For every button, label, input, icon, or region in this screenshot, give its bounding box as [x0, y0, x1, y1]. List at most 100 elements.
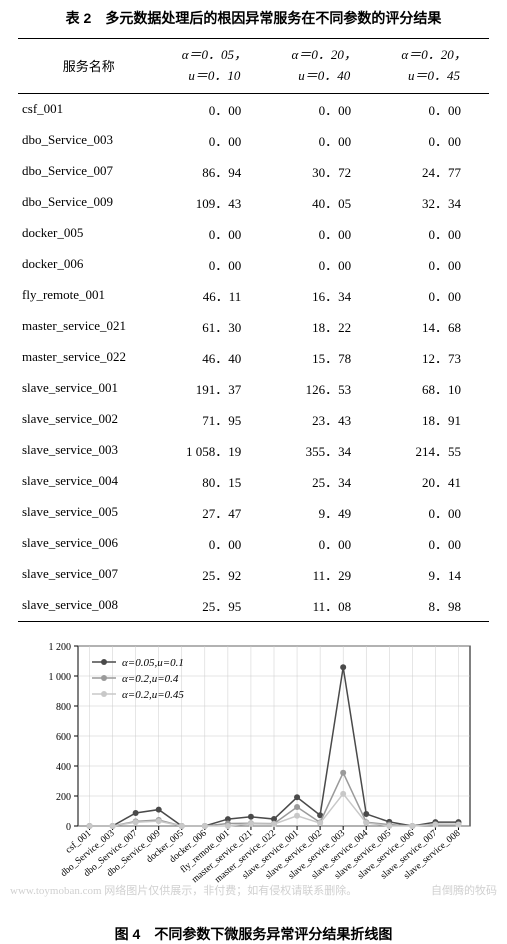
service-name-cell: master_service_021 — [18, 311, 159, 342]
value-cell: 68．10 — [379, 373, 489, 404]
value-cell: 16．34 — [269, 280, 379, 311]
table-row: slave_service_001191．37126．5368．10 — [18, 373, 489, 404]
value-cell: 109．43 — [159, 187, 269, 218]
svg-text:1 200: 1 200 — [49, 642, 72, 653]
results-table: 服务名称 α＝0．05， u＝0．10 α＝0．20， u＝0．40 α＝0．2… — [18, 38, 489, 622]
table-row: fly_remote_00146．1116．340．00 — [18, 280, 489, 311]
table-row: docker_0060．000．000．00 — [18, 249, 489, 280]
value-cell: 0．00 — [159, 125, 269, 156]
table-row: docker_0050．000．000．00 — [18, 218, 489, 249]
value-cell: 0．00 — [269, 528, 379, 559]
value-cell: 355．34 — [269, 435, 379, 466]
table-row: dbo_Service_00786．9430．7224．77 — [18, 156, 489, 187]
value-cell: 11．29 — [269, 559, 379, 590]
table-row: slave_service_00725．9211．299．14 — [18, 559, 489, 590]
param-header-2: α＝0．20， u＝0．45 — [379, 39, 489, 94]
value-cell: 86．94 — [159, 156, 269, 187]
value-cell: 0．00 — [269, 125, 379, 156]
value-cell: 46．40 — [159, 342, 269, 373]
svg-text:α=0.05,u=0.1: α=0.05,u=0.1 — [122, 657, 184, 669]
watermark-left: www.toymoban.com 网络图片仅供展示，非付费；如有侵权请联系删除。 — [10, 882, 357, 898]
table-row: dbo_Service_009109．4340．0532．34 — [18, 187, 489, 218]
service-name-cell: slave_service_005 — [18, 497, 159, 528]
value-cell: 18．91 — [379, 404, 489, 435]
value-cell: 1 058．19 — [159, 435, 269, 466]
value-cell: 61．30 — [159, 311, 269, 342]
service-name-cell: dbo_Service_003 — [18, 125, 159, 156]
value-cell: 40．05 — [269, 187, 379, 218]
svg-text:600: 600 — [56, 732, 71, 743]
value-cell: 0．00 — [379, 218, 489, 249]
line-chart: 02004006008001 0001 200csf_001dbo_Servic… — [30, 636, 480, 916]
value-cell: 0．00 — [159, 218, 269, 249]
value-cell: 0．00 — [379, 249, 489, 280]
service-name-cell: slave_service_004 — [18, 466, 159, 497]
service-name-cell: dbo_Service_007 — [18, 156, 159, 187]
value-cell: 20．41 — [379, 466, 489, 497]
table-row: master_service_02246．4015．7812．73 — [18, 342, 489, 373]
value-cell: 0．00 — [269, 218, 379, 249]
table-row: csf_0010．000．000．00 — [18, 93, 489, 125]
value-cell: 9．14 — [379, 559, 489, 590]
service-name-cell: docker_006 — [18, 249, 159, 280]
table-row: slave_service_00271．9523．4318．91 — [18, 404, 489, 435]
svg-text:400: 400 — [56, 762, 71, 773]
value-cell: 11．08 — [269, 590, 379, 622]
value-cell: 18．22 — [269, 311, 379, 342]
table-row: slave_service_0031 058．19355．34214．55 — [18, 435, 489, 466]
svg-text:800: 800 — [56, 702, 71, 713]
value-cell: 0．00 — [379, 280, 489, 311]
svg-text:0: 0 — [66, 822, 71, 833]
value-cell: 0．00 — [269, 93, 379, 125]
value-cell: 32．34 — [379, 187, 489, 218]
value-cell: 15．78 — [269, 342, 379, 373]
value-cell: 46．11 — [159, 280, 269, 311]
service-name-cell: master_service_022 — [18, 342, 159, 373]
figure-caption: 图 4 不同参数下微服务异常评分结果折线图 — [18, 924, 489, 944]
value-cell: 9．49 — [269, 497, 379, 528]
value-cell: 71．95 — [159, 404, 269, 435]
value-cell: 0．00 — [379, 93, 489, 125]
service-name-cell: docker_005 — [18, 218, 159, 249]
table-row: slave_service_00527．479．490．00 — [18, 497, 489, 528]
value-cell: 0．00 — [379, 528, 489, 559]
service-name-cell: slave_service_002 — [18, 404, 159, 435]
table-row: master_service_02161．3018．2214．68 — [18, 311, 489, 342]
value-cell: 0．00 — [159, 249, 269, 280]
value-cell: 0．00 — [159, 93, 269, 125]
service-header: 服务名称 — [18, 39, 159, 94]
value-cell: 126．53 — [269, 373, 379, 404]
svg-text:α=0.2,u=0.4: α=0.2,u=0.4 — [122, 673, 179, 685]
service-name-cell: fly_remote_001 — [18, 280, 159, 311]
value-cell: 23．43 — [269, 404, 379, 435]
value-cell: 25．34 — [269, 466, 379, 497]
service-name-cell: slave_service_003 — [18, 435, 159, 466]
chart-area: 02004006008001 0001 200csf_001dbo_Servic… — [18, 636, 489, 916]
value-cell: 214．55 — [379, 435, 489, 466]
service-name-cell: slave_service_007 — [18, 559, 159, 590]
table-row: slave_service_00480．1525．3420．41 — [18, 466, 489, 497]
value-cell: 0．00 — [379, 497, 489, 528]
value-cell: 80．15 — [159, 466, 269, 497]
table-row: slave_service_0060．000．000．00 — [18, 528, 489, 559]
value-cell: 0．00 — [159, 528, 269, 559]
param-header-0: α＝0．05， u＝0．10 — [159, 39, 269, 94]
table-row: slave_service_00825．9511．088．98 — [18, 590, 489, 622]
service-name-cell: slave_service_006 — [18, 528, 159, 559]
value-cell: 27．47 — [159, 497, 269, 528]
service-name-cell: dbo_Service_009 — [18, 187, 159, 218]
value-cell: 24．77 — [379, 156, 489, 187]
svg-text:α=0.2,u=0.45: α=0.2,u=0.45 — [122, 689, 184, 701]
value-cell: 25．95 — [159, 590, 269, 622]
watermark-right: 自倒腾的牧码 — [431, 882, 497, 898]
table-row: dbo_Service_0030．000．000．00 — [18, 125, 489, 156]
value-cell: 25．92 — [159, 559, 269, 590]
service-name-cell: csf_001 — [18, 93, 159, 125]
value-cell: 0．00 — [379, 125, 489, 156]
svg-text:1 000: 1 000 — [49, 672, 72, 683]
service-name-cell: slave_service_001 — [18, 373, 159, 404]
service-name-cell: slave_service_008 — [18, 590, 159, 622]
value-cell: 30．72 — [269, 156, 379, 187]
param-header-1: α＝0．20， u＝0．40 — [269, 39, 379, 94]
table-title: 表 2 多元数据处理后的根因异常服务在不同参数的评分结果 — [18, 8, 489, 28]
